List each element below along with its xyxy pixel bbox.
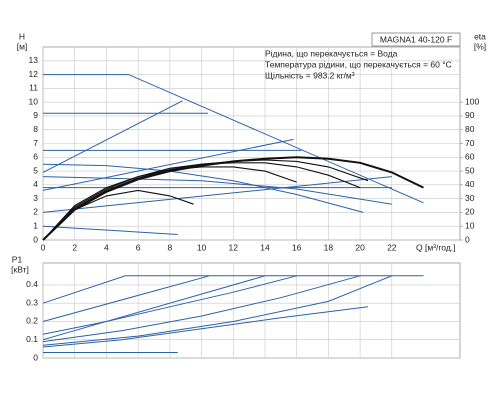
y2-tick-label: 40 xyxy=(465,179,475,189)
curve xyxy=(42,275,266,341)
y2-tick-label: 90 xyxy=(465,110,475,120)
y-label: P1 xyxy=(12,254,23,264)
curve xyxy=(42,176,392,213)
y-tick-label: 0.4 xyxy=(26,279,38,289)
curve xyxy=(43,74,424,204)
y2-tick-label: 50 xyxy=(465,165,475,175)
curve xyxy=(42,306,369,348)
title-box xyxy=(371,32,461,47)
y-tick-label: 4 xyxy=(33,179,38,189)
x-tick-label: 12 xyxy=(229,242,239,252)
x-tick-label: 20 xyxy=(355,242,365,252)
curve xyxy=(42,275,210,322)
y-tick-label: 0.3 xyxy=(26,297,38,307)
curve xyxy=(42,163,364,213)
y-tick-label: 2 xyxy=(33,207,38,217)
y-tick-label: 0 xyxy=(33,234,38,244)
x-tick-label: 14 xyxy=(260,242,270,252)
x-tick-label: 10 xyxy=(197,242,207,252)
y-tick-label: 0.2 xyxy=(26,316,38,326)
y2-tick-label: 20 xyxy=(465,207,475,217)
x-tick-label: 22 xyxy=(387,242,397,252)
curve xyxy=(42,275,424,304)
chart-title: MAGNA1 40-120 F xyxy=(380,34,452,44)
x-tick-label: 4 xyxy=(104,242,109,252)
efficiency-curve xyxy=(42,166,297,241)
y-tick-label: 0.1 xyxy=(26,334,38,344)
y-tick-label: 12 xyxy=(29,69,39,79)
curve xyxy=(42,275,361,343)
annotation: Рідина, що перекачується = Вода xyxy=(265,48,398,58)
efficiency-curve xyxy=(42,189,194,241)
y-tick-label: 8 xyxy=(33,124,38,134)
curve xyxy=(42,138,294,191)
y-tick-label: 9 xyxy=(33,110,38,120)
annotation: Щільність = 983.2 кг/м³ xyxy=(265,70,355,80)
efficiency-curve xyxy=(42,162,361,241)
curve xyxy=(42,225,178,235)
y-tick-label: 3 xyxy=(33,193,38,203)
annotation: Температура рідини, що перекачується = 6… xyxy=(265,59,452,69)
y2-label: eta xyxy=(474,31,486,41)
x-tick-label: 8 xyxy=(167,242,172,252)
y2-tick-label: 70 xyxy=(465,138,475,148)
y2-tick-label: 80 xyxy=(465,124,475,134)
x-tick-label: 6 xyxy=(136,242,141,252)
y-tick-label: 10 xyxy=(29,96,39,106)
plot-area xyxy=(42,262,461,359)
curve xyxy=(42,176,392,205)
x-tick-label: 0 xyxy=(41,242,46,252)
y-unit: [кВт] xyxy=(11,264,29,274)
curve xyxy=(42,100,183,173)
y-tick-label: 13 xyxy=(29,55,39,65)
y2-tick-label: 10 xyxy=(465,220,475,230)
y-tick-label: 6 xyxy=(33,152,38,162)
y2-tick-label: 60 xyxy=(465,152,475,162)
y2-unit: [%] xyxy=(474,41,486,51)
x-tick-label: 18 xyxy=(324,242,334,252)
x-label: Q [м³/год.] xyxy=(416,242,456,252)
y-tick-label: 11 xyxy=(29,83,38,93)
y2-tick-label: 0 xyxy=(465,234,470,244)
y-label: H xyxy=(19,31,25,41)
x-tick-label: 16 xyxy=(292,242,302,252)
y-unit: [м] xyxy=(17,41,28,51)
y-tick-label: 7 xyxy=(33,138,38,148)
curve xyxy=(42,275,297,335)
y2-tick-label: 100 xyxy=(465,96,479,106)
y2-tick-label: 30 xyxy=(465,193,475,203)
y-tick-label: 0 xyxy=(33,352,38,362)
y-tick-label: 1 xyxy=(33,220,38,230)
x-tick-label: 2 xyxy=(72,242,77,252)
curve xyxy=(42,275,392,346)
y-tick-label: 5 xyxy=(33,165,38,175)
